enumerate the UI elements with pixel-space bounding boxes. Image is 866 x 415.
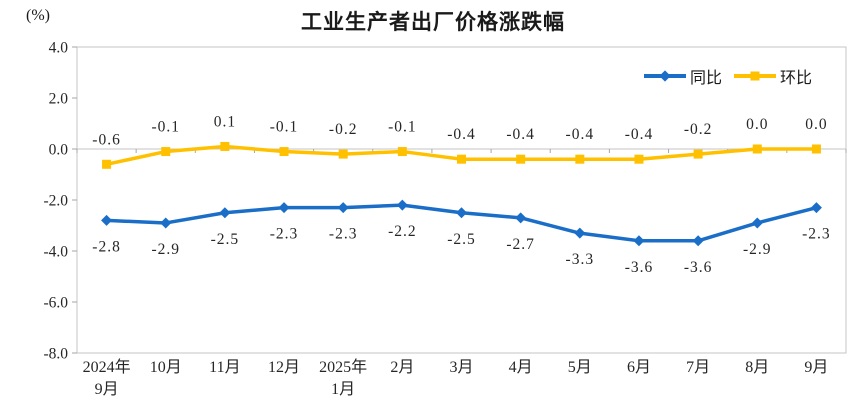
data-label: -0.4 (447, 126, 476, 143)
data-point-marker (397, 147, 407, 157)
y-axis-tick-label: -8.0 (43, 346, 68, 363)
data-label: -3.6 (625, 259, 654, 276)
data-point-marker (220, 141, 230, 151)
y-axis-tick-label: 2.0 (49, 91, 69, 108)
data-point-marker (396, 199, 408, 211)
x-axis-label: 2月 (390, 359, 414, 376)
data-point-marker (633, 235, 645, 247)
legend: 同比 环比 (643, 64, 812, 88)
data-point-marker (457, 154, 466, 164)
data-label: 0.0 (746, 116, 768, 133)
data-label: -0.2 (684, 121, 713, 138)
data-label: -2.9 (151, 241, 180, 258)
x-axis-label: 9月 (95, 381, 119, 398)
x-axis-label: 12月 (268, 359, 300, 376)
data-point-marker (456, 207, 467, 219)
legend-item-yoy: 同比 (643, 64, 722, 88)
data-label: -0.1 (388, 119, 417, 136)
data-point-marker (160, 217, 172, 229)
data-point-marker (278, 202, 290, 214)
data-point-marker (102, 159, 112, 169)
data-label: -2.9 (743, 241, 772, 258)
data-point-marker (752, 144, 762, 154)
data-label: -2.8 (92, 238, 121, 255)
data-label: -3.6 (684, 259, 713, 276)
data-label: -0.6 (92, 131, 121, 148)
data-label: -2.3 (270, 226, 299, 243)
legend-label-yoy: 同比 (689, 70, 722, 87)
data-point-marker (574, 227, 586, 239)
data-label: -3.3 (566, 251, 595, 268)
data-point-marker (811, 144, 821, 154)
data-label: -0.4 (506, 126, 535, 143)
x-axis-label: 8月 (745, 359, 769, 376)
x-axis-label: 2024年 (83, 358, 131, 376)
data-point-marker (810, 202, 822, 214)
data-point-marker (634, 154, 644, 164)
x-axis-label: 6月 (627, 359, 651, 376)
x-axis-label: 5月 (568, 359, 592, 376)
plot-border (76, 46, 847, 354)
data-label: -2.5 (447, 231, 476, 248)
data-label: -0.4 (566, 126, 595, 143)
data-point-marker (338, 149, 348, 159)
data-label: 0.0 (805, 116, 827, 133)
square-marker-icon (750, 71, 760, 81)
data-label: -0.2 (329, 121, 358, 138)
x-axis-label: 2025年 (319, 358, 367, 376)
data-label: -2.3 (802, 226, 831, 243)
data-point-marker (516, 154, 526, 164)
y-axis-tick-label: -2.0 (43, 193, 68, 210)
y-axis-tick-label: 4.0 (49, 40, 69, 57)
data-point-marker (751, 217, 763, 229)
data-label: -2.7 (506, 236, 535, 253)
x-axis-label: 10月 (150, 359, 182, 376)
data-label: -0.1 (151, 119, 180, 136)
y-axis-unit-label: (%) (26, 7, 50, 24)
data-point-marker (575, 154, 585, 164)
x-axis-label: 4月 (509, 359, 533, 376)
data-label: -0.1 (270, 119, 299, 136)
yoy-line-swatch (643, 70, 686, 82)
x-axis-label: 9月 (804, 359, 828, 376)
data-label: -2.5 (211, 231, 240, 248)
data-label: -2.3 (329, 226, 358, 243)
data-label: -0.4 (625, 126, 654, 143)
data-point-marker (693, 149, 703, 159)
data-point-marker (515, 212, 527, 224)
data-point-marker (692, 235, 704, 247)
x-axis-label: 7月 (686, 359, 710, 376)
data-point-marker (279, 147, 289, 157)
mom-line-swatch (733, 71, 776, 81)
y-axis-tick-label: -6.0 (43, 295, 68, 312)
legend-label-mom: 环比 (779, 70, 812, 87)
data-label: 0.1 (214, 113, 236, 130)
data-point-marker (219, 207, 231, 219)
x-axis-label: 3月 (449, 359, 473, 376)
x-axis-label: 11月 (209, 359, 240, 376)
chart-title: 工业生产者出厂价格涨跌幅 (301, 11, 565, 34)
data-point-marker (161, 147, 171, 157)
y-axis-tick-label: 0.0 (49, 142, 69, 159)
diamond-marker-icon (659, 70, 671, 82)
x-axis-label: 1月 (331, 381, 355, 398)
legend-item-mom: 环比 (733, 64, 812, 88)
y-axis-tick-label: -4.0 (43, 244, 68, 261)
data-point-marker (101, 214, 113, 226)
data-point-marker (337, 202, 349, 214)
data-label: -2.2 (388, 223, 417, 240)
